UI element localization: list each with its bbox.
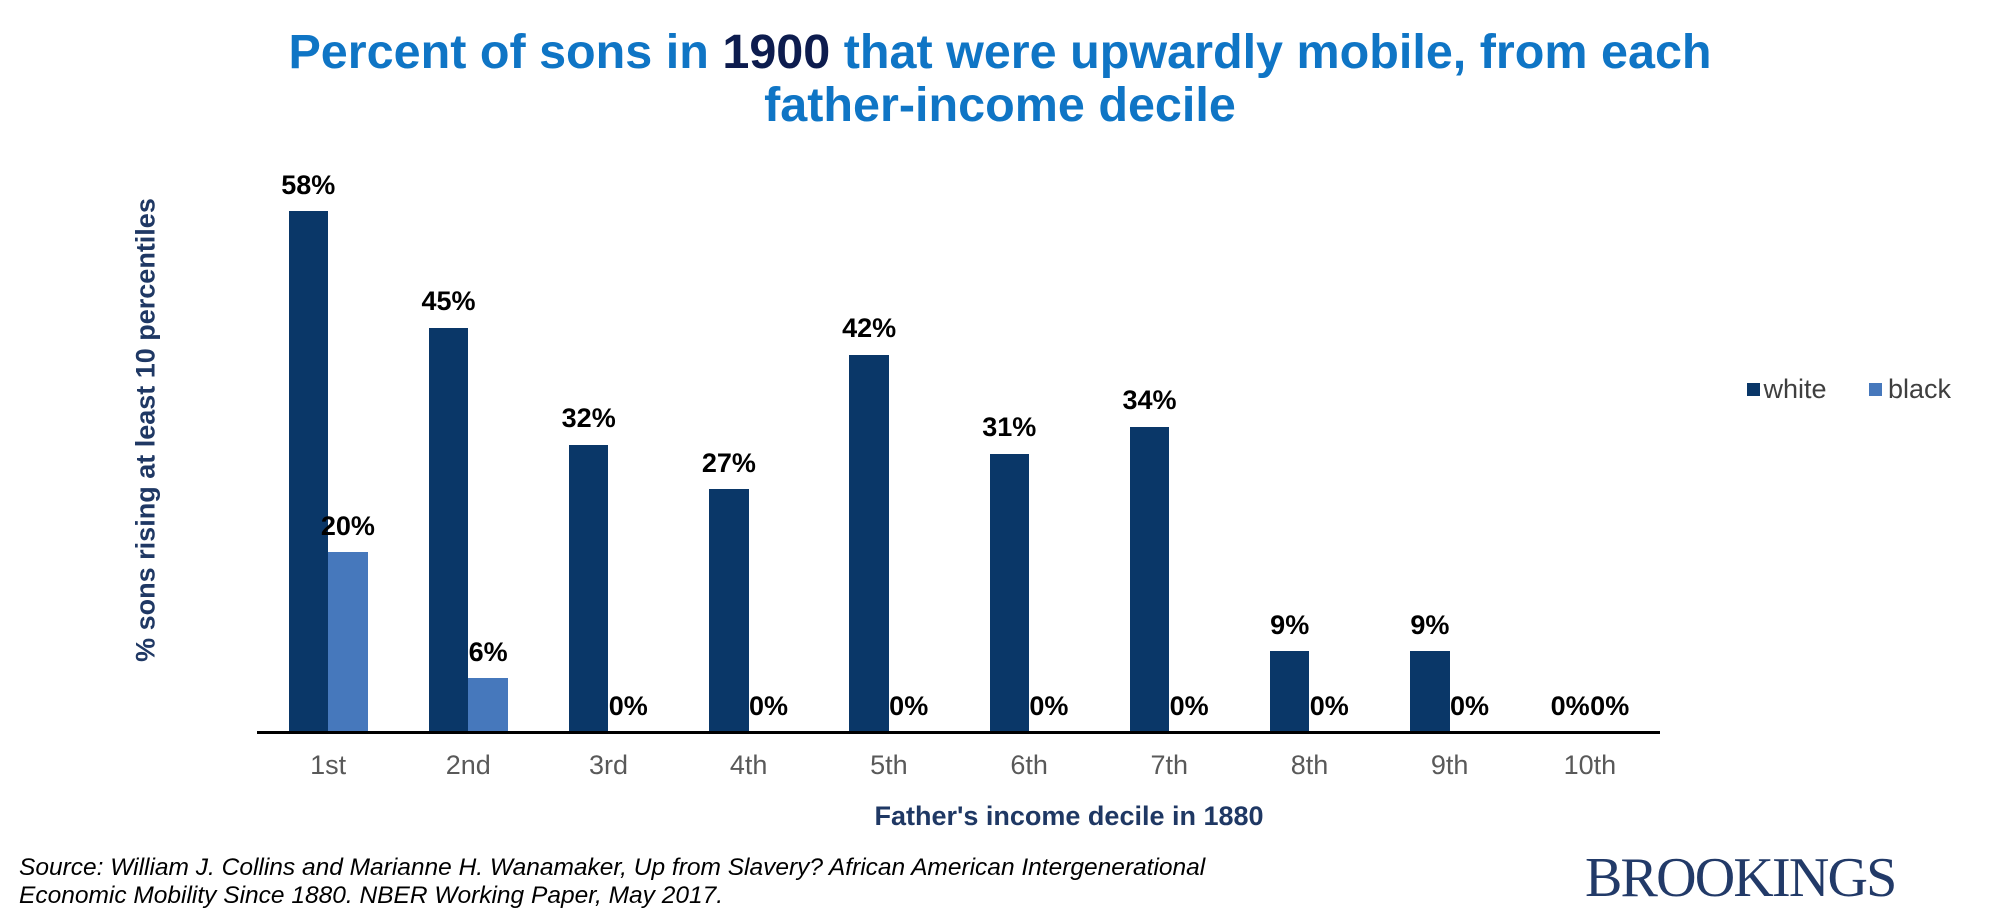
value-label-white-7th: 34% xyxy=(1122,385,1177,416)
chart-title-line2: father-income decile xyxy=(764,78,1236,132)
value-label-white-10th: 0% xyxy=(1550,690,1590,721)
tick-label-6th: 6th xyxy=(1010,749,1048,780)
value-label-black-7th: 0% xyxy=(1169,690,1209,721)
bar-black-1st xyxy=(328,552,368,732)
bar-white-7th xyxy=(1129,426,1170,732)
bar-white-1st xyxy=(288,210,329,732)
value-label-black-5th: 0% xyxy=(889,690,929,721)
chart-title: Percent of sons in 1900 that were upward… xyxy=(0,24,2000,133)
value-label-black-6th: 0% xyxy=(1029,690,1069,721)
legend-swatch-black xyxy=(1868,382,1882,396)
value-label-white-3rd: 32% xyxy=(561,403,616,434)
value-label-white-6th: 31% xyxy=(982,412,1037,443)
tick-label-2nd: 2nd xyxy=(445,749,491,780)
value-label-white-4th: 27% xyxy=(701,448,756,479)
value-label-white-5th: 42% xyxy=(842,313,897,344)
value-label-black-3rd: 0% xyxy=(608,690,648,721)
bar-white-4th xyxy=(709,489,749,732)
bar-white-5th xyxy=(849,354,889,732)
value-label-black-10th: 0% xyxy=(1590,690,1630,721)
value-label-black-4th: 0% xyxy=(748,690,789,721)
tick-label-9th: 9th xyxy=(1430,749,1469,780)
tick-label-5th: 5th xyxy=(870,749,908,780)
tick-label-3rd: 3rd xyxy=(588,749,629,780)
bar-white-9th xyxy=(1410,651,1450,732)
value-label-black-2nd: 6% xyxy=(468,636,508,667)
tick-label-7th: 7th xyxy=(1150,749,1189,780)
legend-label-white: white xyxy=(1763,374,1827,405)
source-line-1: Source: William J. Collins and Marianne … xyxy=(19,854,1206,881)
tick-label-10th: 10th xyxy=(1563,749,1617,780)
value-label-black-1st: 20% xyxy=(320,510,375,541)
value-label-white-2nd: 45% xyxy=(421,286,476,317)
tick-label-8th: 8th xyxy=(1290,749,1329,780)
bar-white-8th xyxy=(1269,651,1310,732)
value-label-black-8th: 0% xyxy=(1309,690,1349,721)
chart-title-line1-post: that were upwardly mobile, from each xyxy=(830,24,1712,79)
tick-label-1st: 1st xyxy=(310,749,347,780)
legend-label-black: black xyxy=(1888,374,1952,405)
x-axis-line xyxy=(256,731,1660,734)
value-label-black-9th: 0% xyxy=(1449,690,1490,721)
legend-swatch-white xyxy=(1746,382,1760,396)
chart-title-year: 1900 xyxy=(722,24,831,79)
bar-white-6th xyxy=(989,453,1030,732)
brookings-logo: BROOKINGS xyxy=(1585,847,1897,910)
value-label-white-9th: 9% xyxy=(1410,609,1450,640)
value-label-white-8th: 9% xyxy=(1270,609,1310,640)
bar-white-2nd xyxy=(428,327,469,732)
source-line-2: Economic Mobility Since 1880. NBER Worki… xyxy=(19,882,724,909)
chart-title-line1-pre: Percent of sons in xyxy=(288,24,723,79)
tick-label-4th: 4th xyxy=(729,749,768,780)
x-axis-title: Father's income decile in 1880 xyxy=(874,800,1264,831)
bar-white-3rd xyxy=(568,444,609,732)
bar-black-2nd xyxy=(468,678,508,732)
value-label-white-1st: 58% xyxy=(281,169,336,200)
